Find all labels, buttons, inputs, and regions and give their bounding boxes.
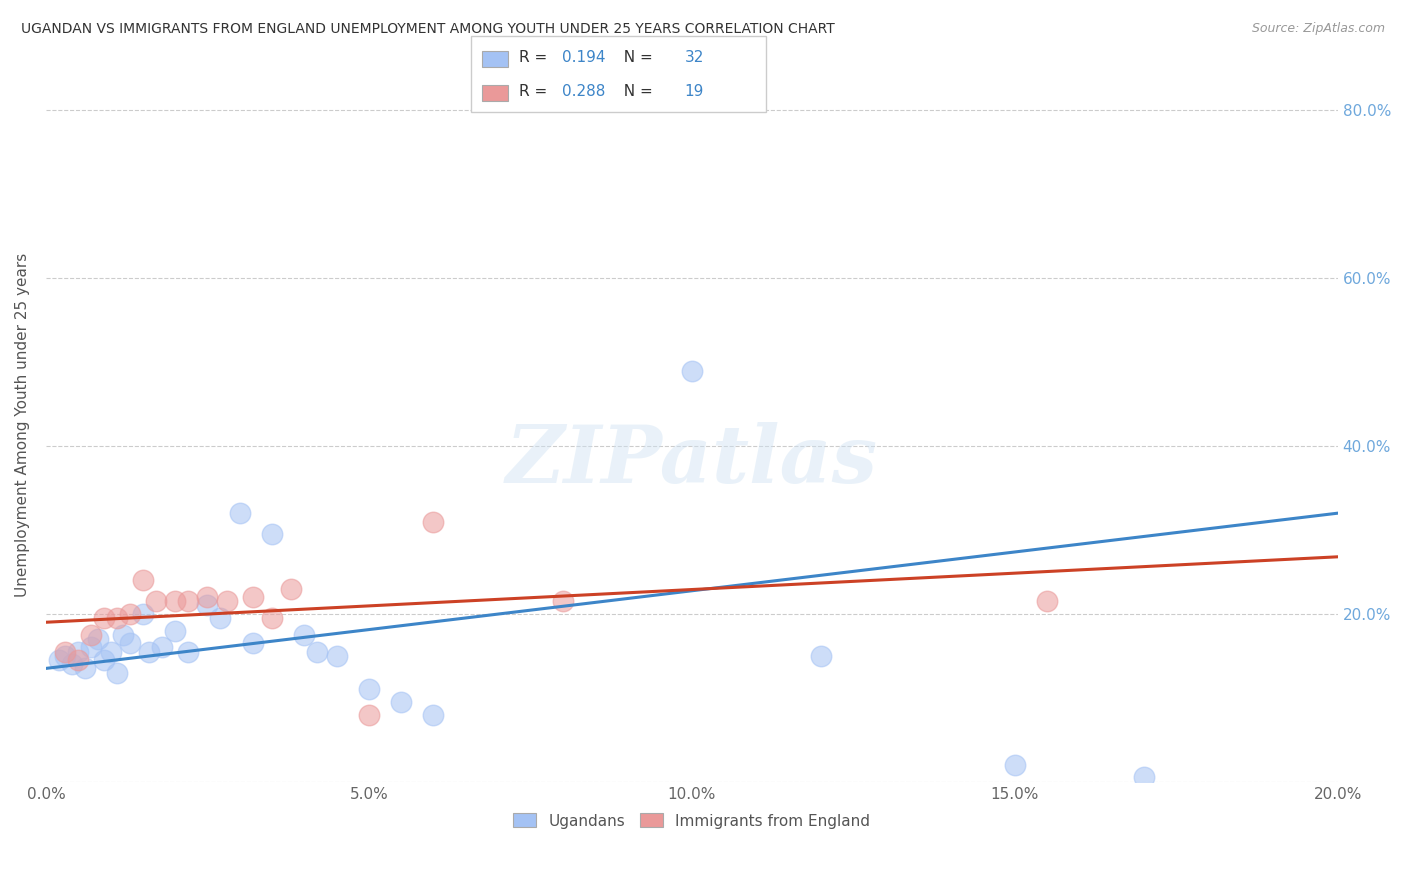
Point	[132, 574, 155, 588]
Point	[177, 645, 200, 659]
Point	[551, 594, 574, 608]
Y-axis label: Unemployment Among Youth under 25 years: Unemployment Among Youth under 25 years	[15, 253, 30, 598]
Text: N =: N =	[614, 51, 658, 65]
Point	[810, 648, 832, 663]
Point	[105, 665, 128, 680]
Point	[215, 594, 238, 608]
Text: 0.194: 0.194	[562, 51, 606, 65]
Point	[112, 628, 135, 642]
Point	[105, 611, 128, 625]
Point	[48, 653, 70, 667]
Point	[357, 682, 380, 697]
Point	[93, 611, 115, 625]
Point	[1004, 757, 1026, 772]
Point	[325, 648, 347, 663]
Point	[73, 661, 96, 675]
Text: UGANDAN VS IMMIGRANTS FROM ENGLAND UNEMPLOYMENT AMONG YOUTH UNDER 25 YEARS CORRE: UGANDAN VS IMMIGRANTS FROM ENGLAND UNEMP…	[21, 22, 835, 37]
Legend: Ugandans, Immigrants from England: Ugandans, Immigrants from England	[508, 807, 876, 835]
Point	[93, 653, 115, 667]
Point	[53, 645, 76, 659]
Point	[389, 695, 412, 709]
Point	[118, 607, 141, 621]
Text: R =: R =	[519, 51, 553, 65]
Point	[165, 594, 187, 608]
Point	[280, 582, 302, 596]
Point	[67, 653, 90, 667]
Text: Source: ZipAtlas.com: Source: ZipAtlas.com	[1251, 22, 1385, 36]
Point	[150, 640, 173, 655]
Point	[242, 590, 264, 604]
Point	[138, 645, 160, 659]
Point	[60, 657, 83, 672]
Point	[242, 636, 264, 650]
Point	[228, 506, 250, 520]
Point	[422, 707, 444, 722]
Point	[357, 707, 380, 722]
Point	[307, 645, 329, 659]
Text: N =: N =	[614, 85, 658, 99]
Point	[53, 648, 76, 663]
Point	[1133, 771, 1156, 785]
Point	[260, 527, 283, 541]
Text: 32: 32	[685, 51, 704, 65]
Point	[100, 645, 122, 659]
Point	[67, 645, 90, 659]
Point	[260, 611, 283, 625]
Point	[145, 594, 167, 608]
Text: ZIPatlas: ZIPatlas	[506, 422, 877, 500]
Point	[80, 640, 103, 655]
Point	[132, 607, 155, 621]
Point	[292, 628, 315, 642]
Text: R =: R =	[519, 85, 553, 99]
Point	[681, 363, 703, 377]
Point	[1036, 594, 1059, 608]
Point	[197, 590, 219, 604]
Point	[80, 628, 103, 642]
Text: 19: 19	[685, 85, 704, 99]
Point	[177, 594, 200, 608]
Point	[165, 624, 187, 638]
Text: 0.288: 0.288	[562, 85, 606, 99]
Point	[197, 599, 219, 613]
Point	[86, 632, 108, 646]
Point	[422, 515, 444, 529]
Point	[118, 636, 141, 650]
Point	[209, 611, 232, 625]
